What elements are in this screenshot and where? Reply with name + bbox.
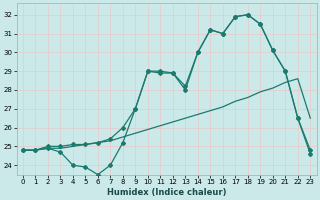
X-axis label: Humidex (Indice chaleur): Humidex (Indice chaleur) <box>107 188 226 197</box>
